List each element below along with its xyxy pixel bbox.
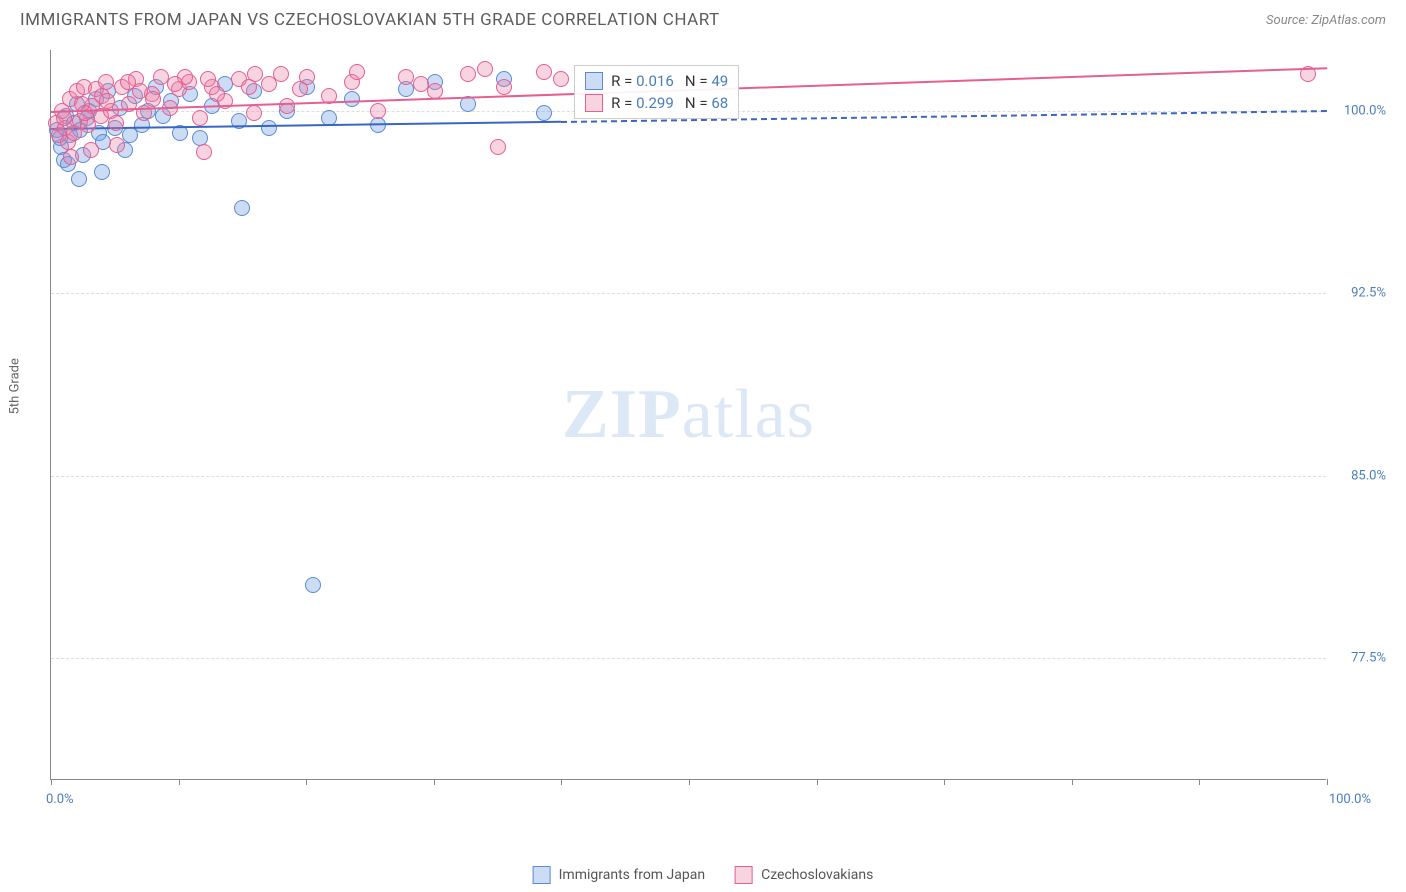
x-tick [434,779,435,785]
gridline [51,293,1326,294]
data-point [496,79,512,95]
data-point [370,103,386,119]
x-tick [817,779,818,785]
stats-legend-box: R = 0.016 N = 49 R = 0.299 N = 68 [574,65,739,119]
plot-area: ZIPatlas 0.0%100.0%R = 0.016 N = 49R = 0… [50,50,1326,780]
data-point [109,137,125,153]
legend-label-czech: Czechoslovakians [761,867,873,883]
data-point [241,79,257,95]
stats-legend-row: R = 0.016 N = 49 [585,70,728,92]
data-point [192,130,208,146]
y-tick-label: 92.5% [1331,286,1386,301]
legend-item-czech: Czechoslovakians [735,866,873,884]
x-axis-label-right: 100.0% [1329,792,1371,807]
x-tick [1072,779,1073,785]
trend-line [51,121,561,130]
data-point [460,66,476,82]
data-point [370,117,386,133]
data-point [553,71,569,87]
data-point [413,76,429,92]
data-point [167,76,183,92]
data-point [536,64,552,80]
y-axis-title: 5th Grade [8,358,23,414]
data-point [273,66,289,82]
gridline [51,658,1326,659]
data-point [77,105,93,121]
x-tick [51,779,52,785]
y-tick-label: 100.0% [1331,103,1386,118]
x-tick [1327,779,1328,785]
data-point [94,164,110,180]
data-point [261,120,277,136]
data-point [536,105,552,121]
legend-item-japan: Immigrants from Japan [533,866,705,884]
data-point [292,81,308,97]
x-tick [944,779,945,785]
data-point [398,69,414,85]
data-point [99,93,115,109]
data-point [234,200,250,216]
data-point [349,64,365,80]
data-point [71,171,87,187]
data-point [305,577,321,593]
data-point [490,139,506,155]
bottom-legend: Immigrants from Japan Czechoslovakians [533,866,874,884]
data-point [344,91,360,107]
data-point [477,61,493,77]
x-tick [179,779,180,785]
x-tick [306,779,307,785]
legend-swatch-czech [735,866,753,884]
watermark: ZIPatlas [562,375,815,455]
watermark-light: atlas [682,376,815,453]
x-tick [689,779,690,785]
y-tick-label: 85.0% [1331,468,1386,483]
stats-text: R = 0.299 N = 68 [611,94,728,112]
legend-label-japan: Immigrants from Japan [559,867,705,883]
y-tick-label: 77.5% [1331,651,1386,666]
data-point [196,144,212,160]
data-point [192,110,208,126]
legend-swatch-japan [533,866,551,884]
stats-swatch [585,94,603,112]
x-axis-label-left: 0.0% [46,792,74,807]
data-point [279,98,295,114]
data-point [63,149,79,165]
data-point [98,74,114,90]
stats-text: R = 0.016 N = 49 [611,72,728,90]
x-tick [1199,779,1200,785]
chart-container: 5th Grade ZIPatlas 0.0%100.0%R = 0.016 N… [50,50,1386,820]
stats-swatch [585,72,603,90]
data-point [132,83,148,99]
chart-header: IMMIGRANTS FROM JAPAN VS CZECHOSLOVAKIAN… [0,0,1406,30]
stats-legend-row: R = 0.299 N = 68 [585,92,728,114]
data-point [108,115,124,131]
data-point [83,142,99,158]
data-point [246,105,262,121]
data-point [209,86,225,102]
chart-source: Source: ZipAtlas.com [1266,13,1386,28]
data-point [200,71,216,87]
gridline [51,476,1326,477]
chart-title: IMMIGRANTS FROM JAPAN VS CZECHOSLOVAKIAN… [20,10,720,30]
watermark-bold: ZIP [562,376,682,453]
x-tick [561,779,562,785]
